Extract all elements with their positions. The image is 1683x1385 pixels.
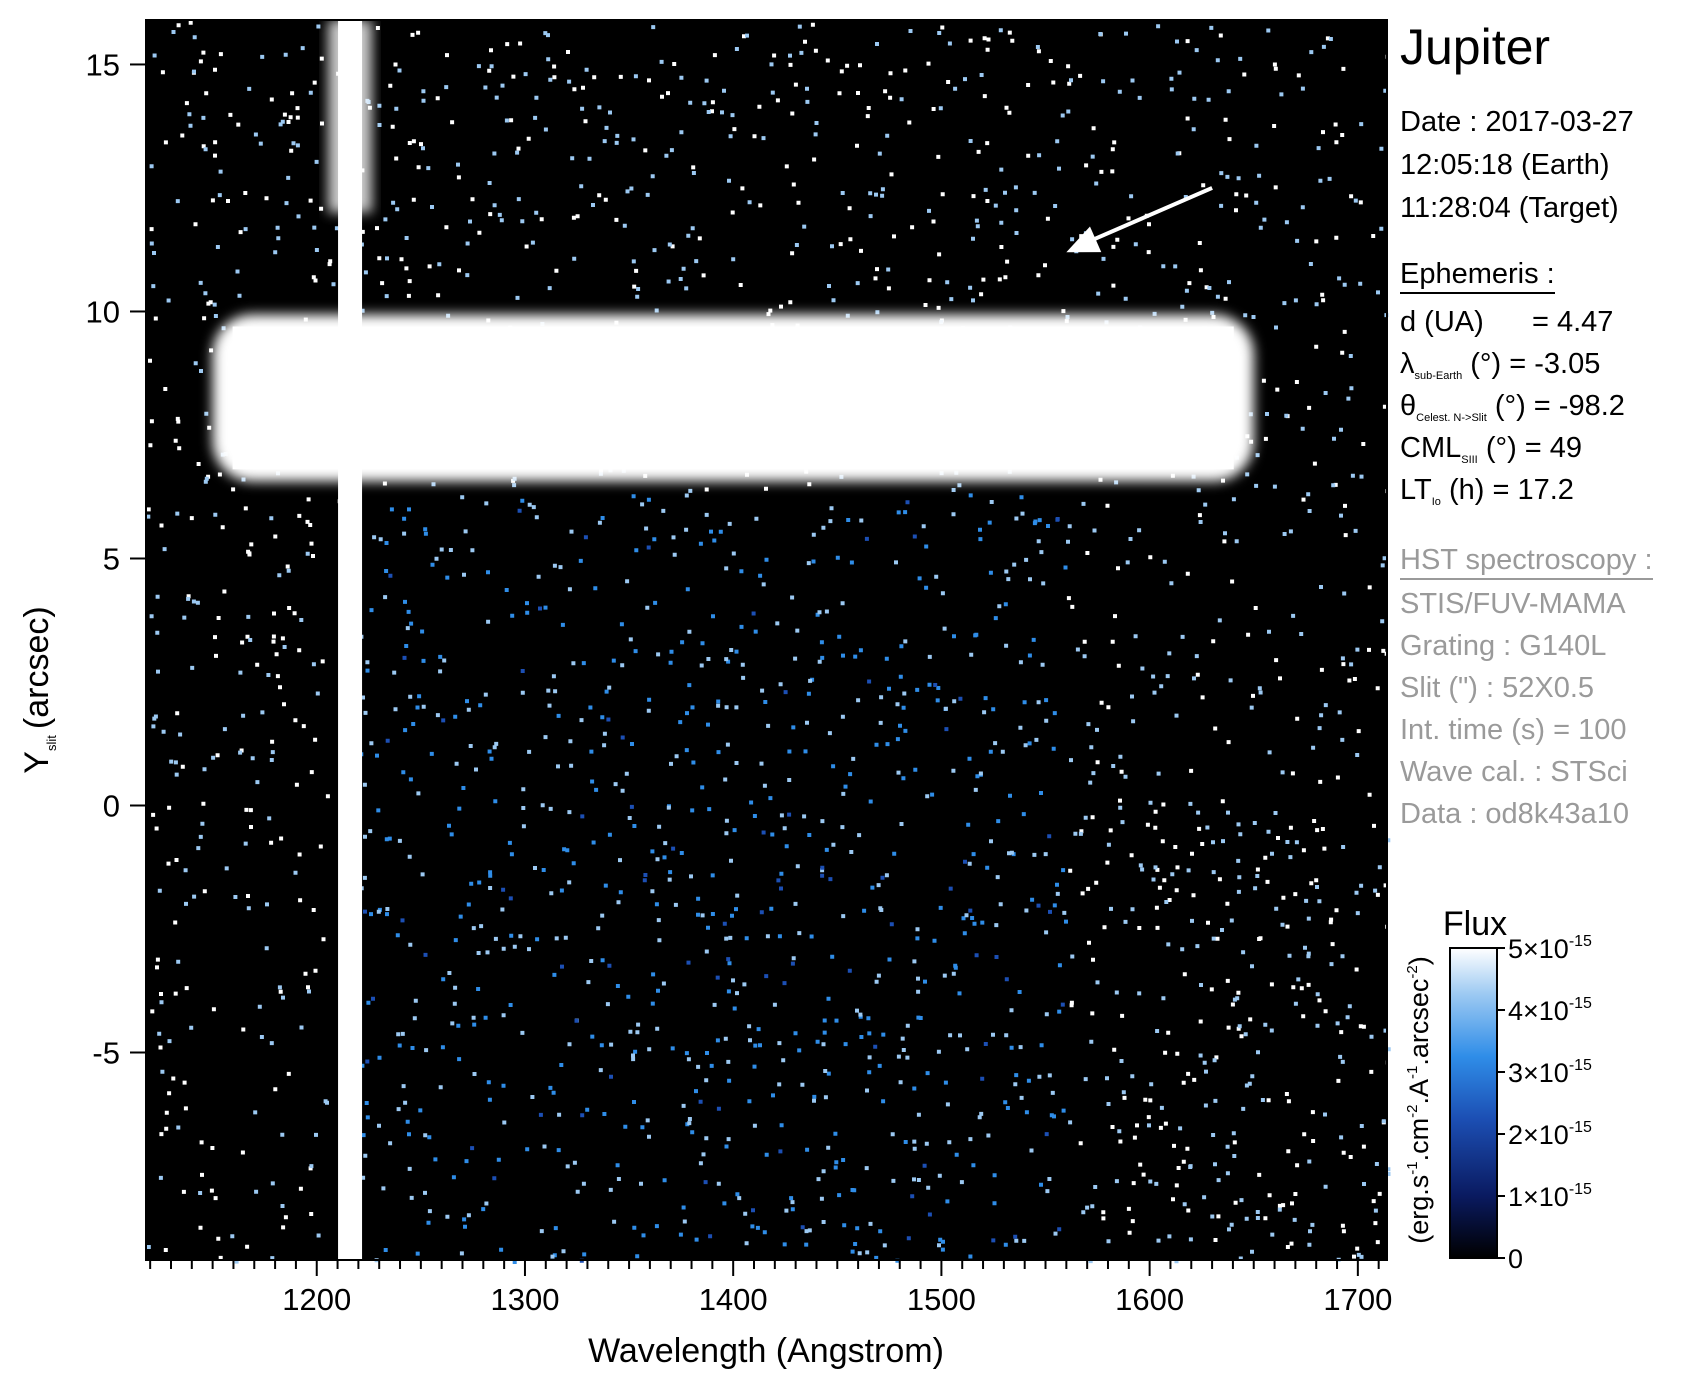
lt-label: LT bbox=[1400, 474, 1432, 506]
lambda-unit: (°) bbox=[1470, 348, 1502, 380]
cml-label: CML bbox=[1400, 432, 1462, 464]
cml-unit: (°) bbox=[1485, 432, 1517, 464]
y-axis-label-sub: slit bbox=[44, 735, 59, 751]
integration-time: Int. time (s) = 100 bbox=[1400, 714, 1627, 746]
y-tick-label: 0 bbox=[103, 788, 120, 823]
eph-distance-value: = 4.47 bbox=[1532, 306, 1614, 338]
lambda-sub: sub-Earth bbox=[1414, 370, 1463, 382]
colorbar-tick-label: 5×10-15 bbox=[1508, 933, 1592, 964]
y-tick-label: 5 bbox=[103, 541, 120, 576]
y-axis-label-unit: (arcsec) bbox=[18, 606, 56, 729]
colorbar-tick-label: 3×10-15 bbox=[1508, 1057, 1592, 1088]
colorbar-tick-label: 4×10-15 bbox=[1508, 995, 1592, 1026]
theta-sub: Celest. N->Slit bbox=[1416, 412, 1487, 424]
colorbar-tick-label: 2×10-15 bbox=[1508, 1119, 1592, 1150]
target-name: Jupiter bbox=[1400, 19, 1551, 75]
theta-unit: (°) bbox=[1494, 390, 1526, 422]
ephemeris-heading-text: Ephemeris : bbox=[1400, 258, 1555, 294]
lyman-alpha-glow bbox=[328, 20, 373, 213]
cml-sub: SIII bbox=[1461, 454, 1478, 466]
svg-text:(erg.s-1.cm-2.A-1.arcsec-2): (erg.s-1.cm-2.A-1.arcsec-2) bbox=[1404, 956, 1434, 1243]
lt-unit: (h) bbox=[1448, 474, 1485, 506]
x-tick-label: 1300 bbox=[490, 1282, 559, 1317]
arrow-head bbox=[1066, 226, 1102, 253]
data-id: Data : od8k43a10 bbox=[1400, 798, 1629, 830]
y-axis-label-main: Y bbox=[18, 751, 56, 774]
eph-distance: d (UA) = 4.47 bbox=[1400, 306, 1613, 339]
grating: Grating : G140L bbox=[1400, 630, 1607, 662]
target-time: 11:28:04 (Target) bbox=[1400, 192, 1619, 224]
earth-time: 12:05:18 (Earth) bbox=[1400, 149, 1610, 181]
eph-sub-earth-lat: λsub-Earth (°) = -3.05 bbox=[1400, 348, 1600, 382]
y-tick-label: 10 bbox=[86, 294, 120, 329]
colorbar-title: Flux bbox=[1443, 905, 1507, 943]
x-tick-label: 1400 bbox=[699, 1282, 768, 1317]
svg-text:Yslit(arcsec): Yslit (arcsec) bbox=[18, 606, 59, 773]
axes: 1200 1300 1400 1500 1600 1700 15 10 5 0 -5 bbox=[86, 19, 1392, 1317]
y-axis-label: Yslit (arcsec) bbox=[18, 606, 59, 773]
ephemeris-heading: Ephemeris : bbox=[1400, 258, 1555, 294]
theta-symbol: θ bbox=[1400, 390, 1417, 422]
y-tick-label: -5 bbox=[92, 1036, 120, 1071]
wave-calibration: Wave cal. : STSci bbox=[1400, 756, 1628, 788]
lambda-symbol: λ bbox=[1400, 348, 1415, 380]
y-tick-label: 15 bbox=[86, 47, 120, 82]
colorbar-tick-label: 0 bbox=[1508, 1244, 1523, 1274]
x-axis-label: Wavelength (Angstrom) bbox=[588, 1332, 944, 1370]
hst-heading-text: HST spectroscopy : bbox=[1400, 544, 1653, 580]
x-tick-label: 1200 bbox=[282, 1282, 351, 1317]
lambda-value: = -3.05 bbox=[1509, 348, 1601, 380]
slit: Slit (") : 52X0.5 bbox=[1400, 672, 1595, 704]
lt-sub: Io bbox=[1431, 496, 1441, 508]
eph-cml: CMLSIII (°) = 49 bbox=[1400, 432, 1582, 466]
heatmap-layer bbox=[146, 20, 1391, 1264]
lt-value: = 17.2 bbox=[1492, 474, 1574, 506]
planet-emission-core bbox=[232, 326, 1234, 470]
colorbar bbox=[1449, 947, 1498, 1259]
arrow-annotation bbox=[1079, 186, 1213, 248]
theta-value: = -98.2 bbox=[1533, 390, 1625, 422]
date-line: Date : 2017-03-27 bbox=[1400, 106, 1634, 138]
instrument: STIS/FUV-MAMA bbox=[1400, 588, 1626, 620]
x-tick-label: 1500 bbox=[907, 1282, 976, 1317]
colorbar-ticks: 5×10-15 4×10-15 3×10-15 2×10-15 1×10-15 0 bbox=[1497, 933, 1592, 1274]
x-tick-label: 1700 bbox=[1323, 1282, 1392, 1317]
cml-value: = 49 bbox=[1524, 432, 1583, 464]
lyman-alpha-line bbox=[338, 20, 363, 1260]
hst-heading: HST spectroscopy : bbox=[1400, 544, 1653, 580]
x-tick-label: 1600 bbox=[1115, 1282, 1184, 1317]
eph-slit-angle: θCelest. N->Slit (°) = -98.2 bbox=[1400, 390, 1625, 424]
colorbar-tick-label: 1×10-15 bbox=[1508, 1181, 1592, 1212]
colorbar-unit-label: (erg.s-1.cm-2.A-1.arcsec-2) bbox=[1404, 956, 1434, 1243]
eph-distance-label: d (UA) bbox=[1400, 306, 1484, 338]
eph-local-time: LTIo (h) = 17.2 bbox=[1400, 474, 1574, 508]
plot-frame bbox=[145, 19, 1388, 1261]
